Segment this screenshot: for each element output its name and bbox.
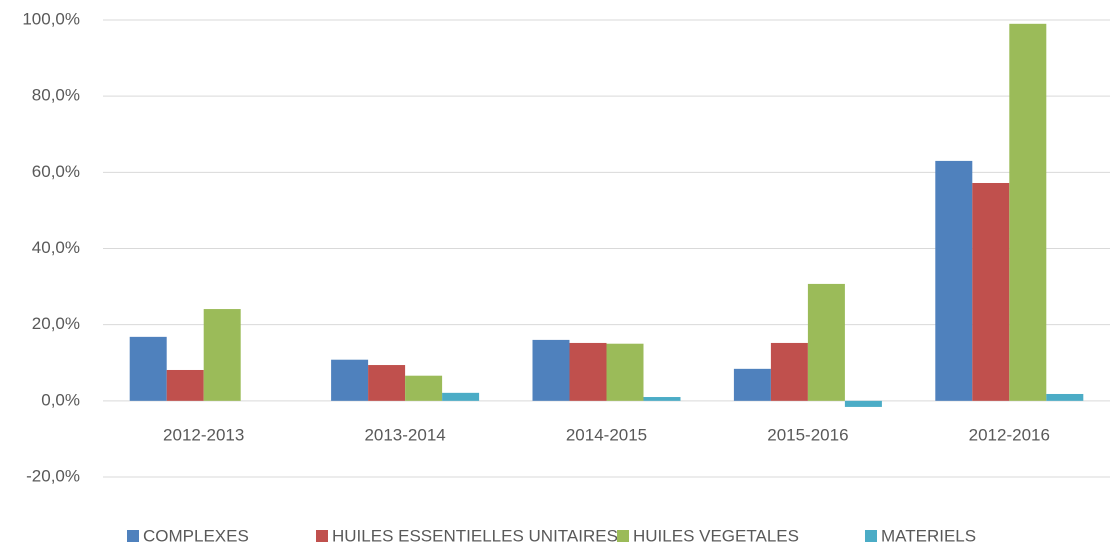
bar	[1009, 23, 1047, 401]
legend-swatch	[316, 530, 328, 542]
bar	[844, 400, 882, 407]
bar	[643, 397, 681, 401]
y-tick-label: 100,0%	[22, 9, 80, 28]
bar	[606, 343, 644, 401]
legend-swatch	[127, 530, 139, 542]
bar	[807, 283, 845, 401]
legend-label: COMPLEXES	[143, 526, 249, 545]
bar	[569, 342, 607, 401]
bar	[733, 368, 771, 401]
y-tick-label: 60,0%	[32, 162, 80, 181]
legend-swatch	[617, 530, 629, 542]
bar	[166, 369, 204, 401]
bar	[405, 375, 443, 401]
y-tick-label: 20,0%	[32, 314, 80, 333]
y-tick-label: 40,0%	[32, 238, 80, 257]
y-tick-label: -20,0%	[26, 466, 80, 485]
legend-swatch	[865, 530, 877, 542]
y-tick-label: 0,0%	[41, 390, 80, 409]
legend-label: HUILES VEGETALES	[633, 526, 799, 545]
bar	[972, 182, 1010, 401]
x-tick-label: 2012-2016	[969, 425, 1050, 444]
bar	[442, 392, 480, 401]
legend-label: HUILES ESSENTIELLES UNITAIRES	[332, 526, 618, 545]
x-tick-label: 2014-2015	[566, 425, 647, 444]
x-tick-label: 2015-2016	[767, 425, 848, 444]
bar	[129, 336, 167, 401]
bar	[203, 309, 241, 401]
bar	[331, 359, 369, 401]
bar	[368, 365, 406, 401]
bar	[770, 342, 808, 401]
legend-label: MATERIELS	[881, 526, 976, 545]
bar	[532, 339, 570, 401]
bar	[935, 160, 973, 401]
x-tick-label: 2013-2014	[364, 425, 445, 444]
bar	[1046, 393, 1084, 401]
y-tick-label: 80,0%	[32, 86, 80, 105]
x-tick-label: 2012-2013	[163, 425, 244, 444]
